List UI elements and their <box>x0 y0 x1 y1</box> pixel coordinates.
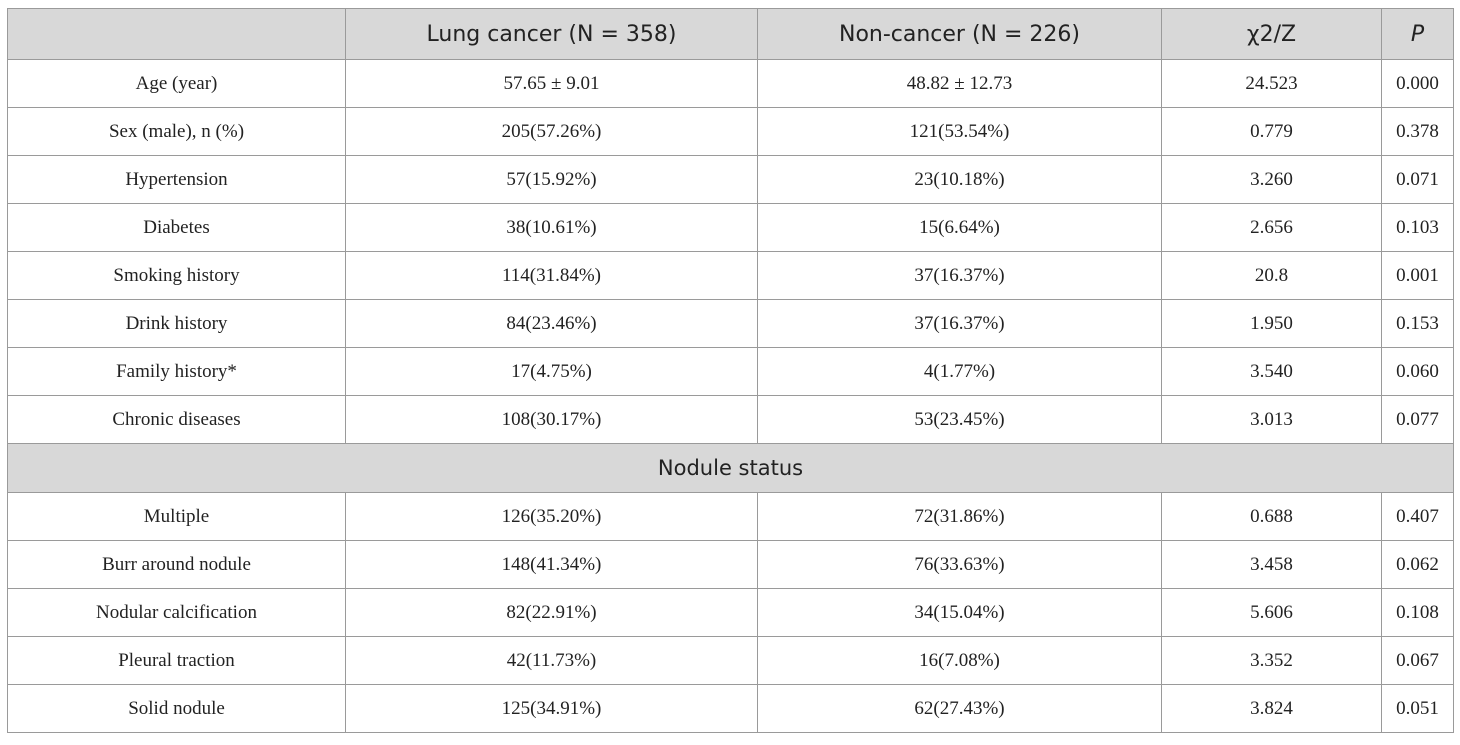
header-variable <box>7 8 346 60</box>
cell-stat: 3.824 <box>1161 684 1382 733</box>
cell-p: 0.077 <box>1381 395 1454 444</box>
table-row: Multiple 126(35.20%) 72(31.86%) 0.688 0.… <box>7 492 1454 541</box>
cell-stat: 3.458 <box>1161 540 1382 589</box>
cell-label: Burr around nodule <box>7 540 346 589</box>
table-row: Burr around nodule 148(41.34%) 76(33.63%… <box>7 540 1454 589</box>
cell-non: 37(16.37%) <box>757 299 1162 348</box>
cell-non: 15(6.64%) <box>757 203 1162 252</box>
header-lung-cancer: Lung cancer (N = 358) <box>345 8 758 60</box>
cell-label: Hypertension <box>7 155 346 204</box>
table-row: Drink history 84(23.46%) 37(16.37%) 1.95… <box>7 299 1454 348</box>
cell-p: 0.108 <box>1381 588 1454 637</box>
cell-stat: 24.523 <box>1161 59 1382 108</box>
cell-label: Drink history <box>7 299 346 348</box>
cell-p: 0.071 <box>1381 155 1454 204</box>
cell-label: Multiple <box>7 492 346 541</box>
table-row: Family history* 17(4.75%) 4(1.77%) 3.540… <box>7 347 1454 396</box>
section-row: Nodule status <box>7 443 1454 493</box>
cell-label: Chronic diseases <box>7 395 346 444</box>
cell-label: Nodular calcification <box>7 588 346 637</box>
cell-lung: 38(10.61%) <box>345 203 758 252</box>
cell-non: 16(7.08%) <box>757 636 1162 685</box>
cell-p: 0.378 <box>1381 107 1454 156</box>
cell-non: 4(1.77%) <box>757 347 1162 396</box>
cell-lung: 57.65 ± 9.01 <box>345 59 758 108</box>
cell-lung: 205(57.26%) <box>345 107 758 156</box>
cell-lung: 148(41.34%) <box>345 540 758 589</box>
header-non-cancer: Non-cancer (N = 226) <box>757 8 1162 60</box>
cell-label: Diabetes <box>7 203 346 252</box>
cell-label: Sex (male), n (%) <box>7 107 346 156</box>
table-row: Age (year) 57.65 ± 9.01 48.82 ± 12.73 24… <box>7 59 1454 108</box>
cell-stat: 3.013 <box>1161 395 1382 444</box>
table-row: Nodular calcification 82(22.91%) 34(15.0… <box>7 588 1454 637</box>
cell-lung: 57(15.92%) <box>345 155 758 204</box>
header-row: Lung cancer (N = 358) Non-cancer (N = 22… <box>7 8 1454 60</box>
cell-label: Family history* <box>7 347 346 396</box>
cell-p: 0.407 <box>1381 492 1454 541</box>
cell-stat: 2.656 <box>1161 203 1382 252</box>
cell-non: 37(16.37%) <box>757 251 1162 300</box>
cell-stat: 0.688 <box>1161 492 1382 541</box>
table-row: Smoking history 114(31.84%) 37(16.37%) 2… <box>7 251 1454 300</box>
cell-non: 34(15.04%) <box>757 588 1162 637</box>
cell-label: Pleural traction <box>7 636 346 685</box>
cell-p: 0.060 <box>1381 347 1454 396</box>
cell-lung: 42(11.73%) <box>345 636 758 685</box>
header-p-value: P <box>1381 8 1454 60</box>
cell-lung: 108(30.17%) <box>345 395 758 444</box>
cell-p: 0.153 <box>1381 299 1454 348</box>
characteristics-table: Lung cancer (N = 358) Non-cancer (N = 22… <box>7 8 1454 733</box>
section-label: Nodule status <box>7 443 1454 493</box>
cell-lung: 126(35.20%) <box>345 492 758 541</box>
cell-stat: 3.260 <box>1161 155 1382 204</box>
cell-lung: 84(23.46%) <box>345 299 758 348</box>
cell-non: 53(23.45%) <box>757 395 1162 444</box>
cell-non: 76(33.63%) <box>757 540 1162 589</box>
table-row: Pleural traction 42(11.73%) 16(7.08%) 3.… <box>7 636 1454 685</box>
cell-stat: 1.950 <box>1161 299 1382 348</box>
cell-lung: 82(22.91%) <box>345 588 758 637</box>
table-container: Lung cancer (N = 358) Non-cancer (N = 22… <box>7 8 1454 733</box>
cell-p: 0.001 <box>1381 251 1454 300</box>
cell-non: 23(10.18%) <box>757 155 1162 204</box>
cell-non: 48.82 ± 12.73 <box>757 59 1162 108</box>
cell-label: Age (year) <box>7 59 346 108</box>
cell-non: 121(53.54%) <box>757 107 1162 156</box>
cell-label: Smoking history <box>7 251 346 300</box>
table-row: Sex (male), n (%) 205(57.26%) 121(53.54%… <box>7 107 1454 156</box>
cell-stat: 5.606 <box>1161 588 1382 637</box>
header-statistic: χ2/Z <box>1161 8 1382 60</box>
cell-lung: 114(31.84%) <box>345 251 758 300</box>
cell-stat: 0.779 <box>1161 107 1382 156</box>
cell-stat: 3.352 <box>1161 636 1382 685</box>
cell-p: 0.000 <box>1381 59 1454 108</box>
table-row: Diabetes 38(10.61%) 15(6.64%) 2.656 0.10… <box>7 203 1454 252</box>
table-row: Hypertension 57(15.92%) 23(10.18%) 3.260… <box>7 155 1454 204</box>
table-body: Age (year) 57.65 ± 9.01 48.82 ± 12.73 24… <box>7 59 1454 733</box>
table-row: Chronic diseases 108(30.17%) 53(23.45%) … <box>7 395 1454 444</box>
cell-p: 0.051 <box>1381 684 1454 733</box>
cell-p: 0.067 <box>1381 636 1454 685</box>
table-row: Solid nodule 125(34.91%) 62(27.43%) 3.82… <box>7 684 1454 733</box>
cell-lung: 125(34.91%) <box>345 684 758 733</box>
cell-p: 0.103 <box>1381 203 1454 252</box>
cell-label: Solid nodule <box>7 684 346 733</box>
cell-p: 0.062 <box>1381 540 1454 589</box>
cell-lung: 17(4.75%) <box>345 347 758 396</box>
cell-stat: 20.8 <box>1161 251 1382 300</box>
cell-non: 72(31.86%) <box>757 492 1162 541</box>
table-header: Lung cancer (N = 358) Non-cancer (N = 22… <box>7 8 1454 60</box>
cell-non: 62(27.43%) <box>757 684 1162 733</box>
cell-stat: 3.540 <box>1161 347 1382 396</box>
